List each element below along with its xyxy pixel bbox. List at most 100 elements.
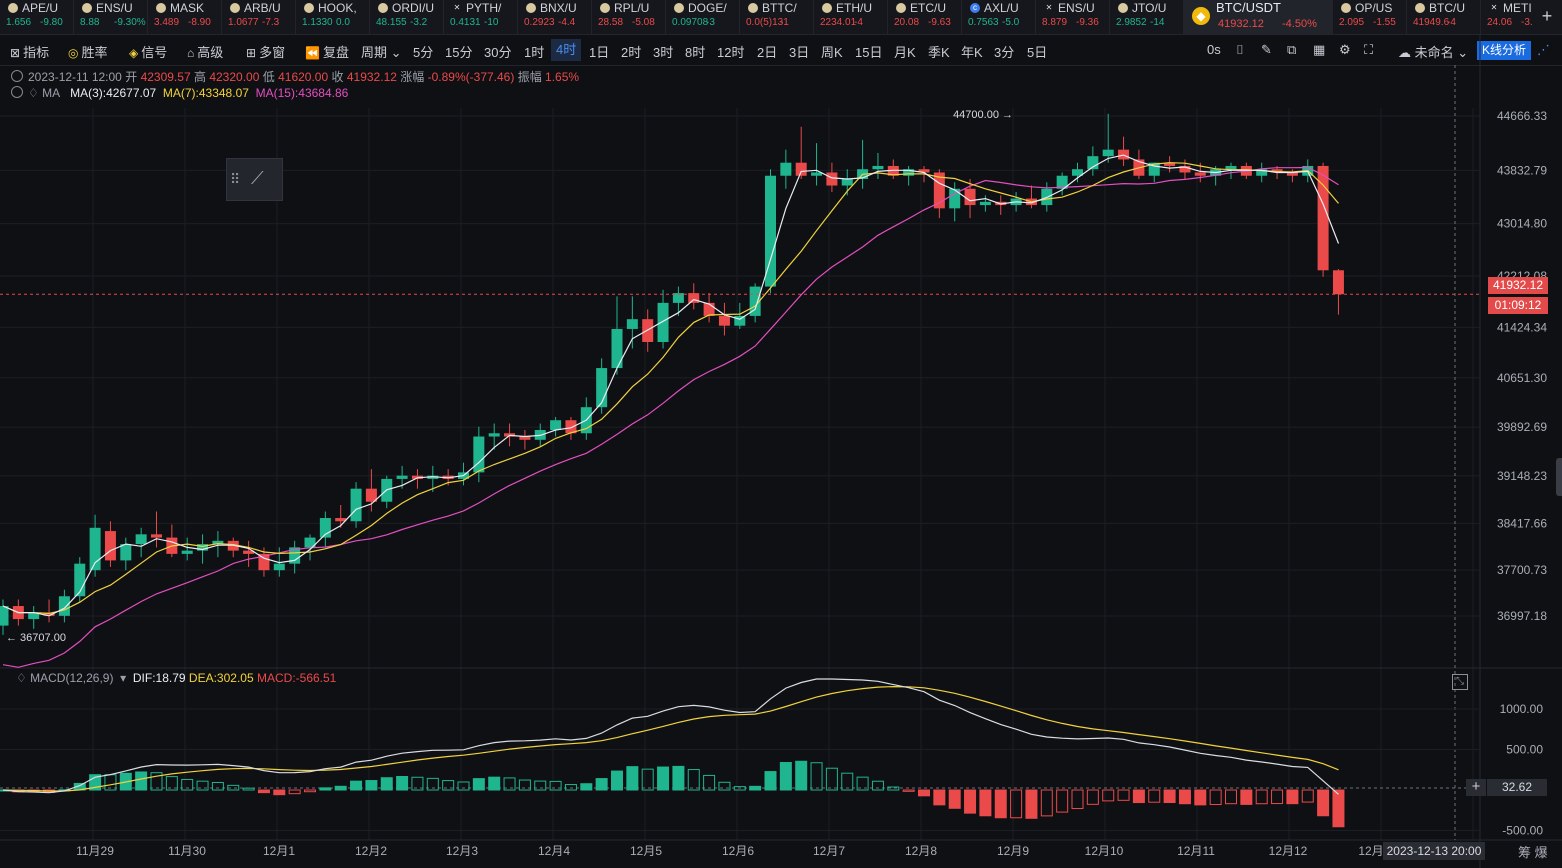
interval-1[interactable]: 15分 [445, 45, 473, 60]
ticker-change: -9.80 [40, 17, 63, 28]
date-axis-label: 12月10 [1085, 844, 1124, 858]
ticker-symbol: ENS/U [96, 1, 133, 15]
ticker-item[interactable]: OP/US 2.095 -1.55 [1333, 0, 1407, 34]
period-dropdown[interactable]: 周期 ⌄ [361, 45, 402, 60]
ticker-item[interactable]: DOGE/0.09708 -3 [666, 0, 740, 34]
interval-6[interactable]: 2时 [621, 45, 642, 60]
candle-body [0, 606, 9, 626]
ticker-item[interactable]: APE/U 1.656 -9.80 [0, 0, 74, 34]
layout-name-dropdown[interactable]: ☁ 未命名 ⌄ [1398, 45, 1469, 60]
interval-7[interactable]: 3时 [653, 45, 674, 60]
ticker-item[interactable]: BTC/U 41949.6 -4 [1407, 0, 1481, 34]
date-axis-label: 11月29 [76, 844, 114, 858]
side-panel-handle[interactable] [1556, 458, 1562, 496]
pane-resize-icon[interactable]: ⤡ [1452, 674, 1468, 690]
ticker-change: -14 [1150, 17, 1165, 28]
interval-5[interactable]: 1日 [589, 45, 610, 60]
add-tab-button[interactable]: + [1532, 0, 1562, 34]
macd-histogram-bar [1148, 789, 1161, 803]
ticker-item[interactable]: ETH/U 2234.01 -4 [814, 0, 888, 34]
ticker-item[interactable]: ENS/U 8.88 -9.30% [74, 0, 148, 34]
ticker-item[interactable]: BNX/U 0.2923 -4.4 [518, 0, 592, 34]
ticker-symbol: AXL/U [984, 1, 1019, 15]
candle-body [657, 302, 669, 342]
fullscreen-icon[interactable]: ⛶ [1364, 42, 1374, 57]
interval-14[interactable]: 月K [894, 45, 916, 60]
macd-info: ♢ MACD(12,26,9) ▾ DIF:18.79 DEA:302.05 M… [16, 671, 337, 685]
ticker-item[interactable]: ◆ BTC/USDT 41932.12 -4.50% [1184, 0, 1333, 34]
interval-17[interactable]: 3分 [994, 45, 1015, 60]
ticker-change: -9.30% [114, 17, 146, 28]
ticker-item[interactable]: BTTC/0.0(5)131- [740, 0, 814, 34]
chevron-down-icon[interactable]: ▾ [116, 671, 130, 685]
candle-body [734, 315, 746, 326]
ticker-item[interactable]: HOOK, 1.1330 0.0 [296, 0, 370, 34]
drag-handle-icon[interactable]: ⠿ [230, 171, 241, 187]
candle-body [550, 420, 562, 431]
drawing-tool-popup[interactable]: ⠿ ⟋ [226, 158, 283, 201]
bell-icon[interactable]: ♢ [28, 86, 39, 100]
ticker-change: -10 [484, 17, 499, 28]
bottom-icons[interactable]: 筹 爆 [1518, 845, 1548, 860]
interval-9[interactable]: 12时 [717, 45, 745, 60]
indicator-button[interactable]: ⊠ 指标 [10, 45, 50, 60]
ticker-item[interactable]: ✕ ENS/U 8.879 -9.36 [1036, 0, 1110, 34]
interval-12[interactable]: 周K [821, 45, 843, 60]
interval-15[interactable]: 季K [928, 45, 950, 60]
multi-window-button[interactable]: ⊞ 多窗 [246, 45, 286, 60]
price-axis-label: 39148.23 [1497, 469, 1547, 483]
winrate-button[interactable]: ◎ 胜率 [68, 45, 108, 60]
interval-3[interactable]: 1时 [524, 45, 545, 60]
ticker-item[interactable]: ✕ PYTH/0.4131 -10 [444, 0, 518, 34]
trendline-icon[interactable]: ⟋ [251, 168, 264, 188]
bell-icon[interactable]: ♢ [16, 671, 27, 685]
ticker-item[interactable]: JTO/U 2.9852 -14 [1110, 0, 1184, 34]
ticker-item[interactable]: RPL/U 28.58 -5.08 [592, 0, 666, 34]
settings-icon[interactable]: ⚙ [1339, 42, 1351, 57]
ticker-change: 0.0 [336, 17, 350, 28]
interval-18[interactable]: 5日 [1027, 45, 1048, 60]
share-icon[interactable]: ⋰ [1537, 42, 1550, 57]
ticker-item[interactable]: c AXL/U 0.7563 -5.0 [962, 0, 1036, 34]
macd-histogram-bar [334, 785, 347, 791]
interval-13[interactable]: 15日 [855, 45, 883, 60]
kline-analysis-button[interactable]: K线分析 [1477, 41, 1532, 60]
pencil-icon[interactable]: ✎ [1261, 42, 1272, 57]
macd-histogram-bar [1056, 789, 1069, 813]
ticker-item[interactable]: ETC/U 20.08 -9.63 [888, 0, 962, 34]
candle-body [1317, 165, 1329, 271]
ticker-item[interactable]: ORDI/U 48.155 -3.2 [370, 0, 444, 34]
candle-body [120, 544, 132, 561]
candle-body [918, 169, 930, 173]
interval-8[interactable]: 8时 [685, 45, 706, 60]
ticker-item[interactable]: ARB/U 1.0677 -7.3 [222, 0, 296, 34]
crosshair-add-icon[interactable]: + [1466, 779, 1486, 796]
interval-11[interactable]: 3日 [789, 45, 810, 60]
interval-4[interactable]: 4时 [551, 39, 582, 61]
ticker-change: -3.2 [410, 17, 428, 28]
camera-icon[interactable]: ⌷ [1236, 42, 1244, 57]
ticker-item[interactable]: MASK 3.489 -8.90 [148, 0, 222, 34]
ticker-symbol: APE/U [22, 1, 59, 15]
indicator-icon: ⊠ [10, 46, 21, 60]
interval-2[interactable]: 30分 [484, 45, 512, 60]
macd-histogram-bar [933, 789, 946, 806]
collapse-icon[interactable] [11, 70, 23, 82]
calculator-icon[interactable]: ▦ [1313, 42, 1326, 57]
window-icon[interactable]: ⧉ [1287, 42, 1297, 57]
advanced-button[interactable]: ⌂ 高级 [187, 45, 224, 60]
signal-button[interactable]: ◈ 信号 [129, 45, 168, 60]
replay-button[interactable]: ⏪ 复盘 [305, 45, 349, 60]
date-axis-label: 12月3 [446, 844, 478, 858]
macd-histogram-bar [1132, 789, 1145, 804]
interval-10[interactable]: 2日 [757, 45, 778, 60]
interval-16[interactable]: 年K [961, 45, 983, 60]
coin-icon [896, 3, 906, 13]
collapse-icon[interactable] [11, 86, 23, 98]
macd-histogram-bar [1102, 789, 1115, 802]
macd-histogram-bar [1301, 789, 1314, 803]
interval-0[interactable]: 5分 [413, 45, 434, 60]
candle-body [1072, 169, 1083, 176]
candle-body [350, 488, 362, 522]
